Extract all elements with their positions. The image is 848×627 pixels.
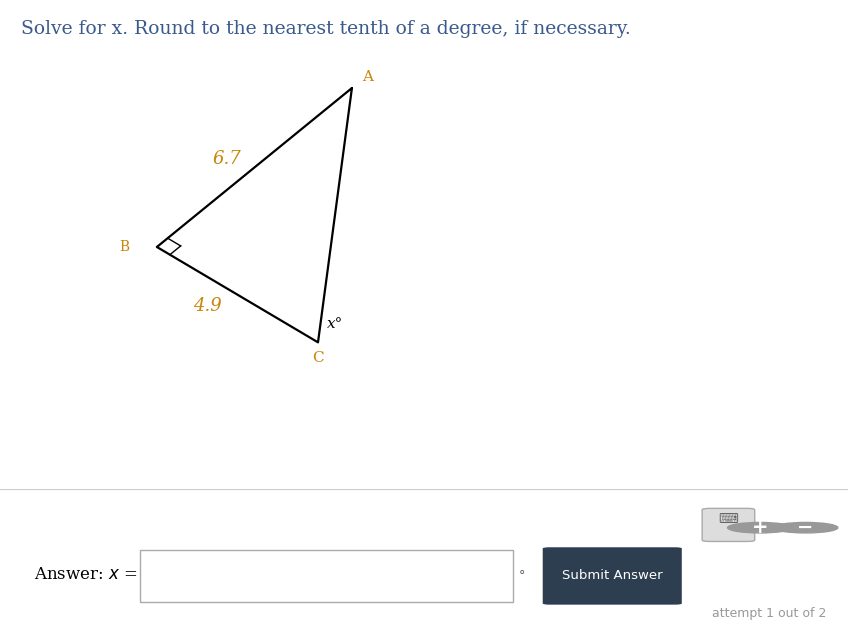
Text: B: B xyxy=(120,240,130,254)
Text: °: ° xyxy=(519,569,526,582)
Text: ⌨: ⌨ xyxy=(718,512,739,527)
Text: 4.9: 4.9 xyxy=(193,297,222,315)
Text: A: A xyxy=(362,70,372,84)
Text: attempt 1 out of 2: attempt 1 out of 2 xyxy=(712,607,827,620)
Text: Submit Answer: Submit Answer xyxy=(562,569,662,582)
FancyBboxPatch shape xyxy=(543,547,682,604)
Text: x°: x° xyxy=(326,317,343,331)
Text: C: C xyxy=(312,352,324,366)
Text: −: − xyxy=(797,518,814,537)
FancyBboxPatch shape xyxy=(140,550,513,602)
Text: Solve for x. Round to the nearest tenth of a degree, if necessary.: Solve for x. Round to the nearest tenth … xyxy=(21,19,631,38)
FancyBboxPatch shape xyxy=(702,508,755,542)
Text: +: + xyxy=(751,518,768,537)
Text: 6.7: 6.7 xyxy=(213,150,242,168)
Circle shape xyxy=(773,522,838,533)
Circle shape xyxy=(728,522,792,533)
Text: Answer: $x$ =: Answer: $x$ = xyxy=(34,566,137,583)
